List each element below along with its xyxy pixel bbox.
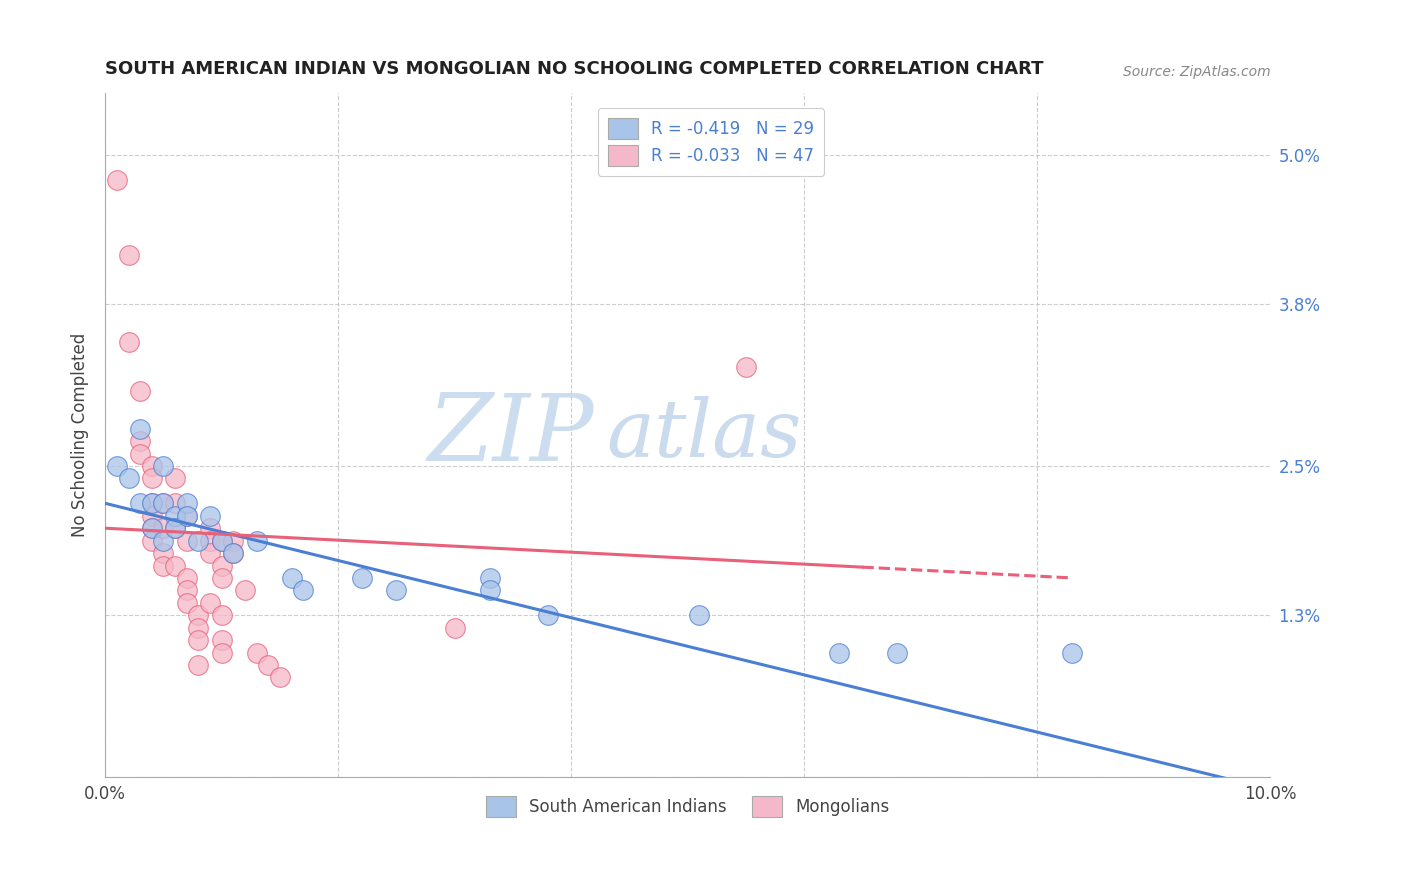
Point [211,533,233,548]
Point [187,633,209,648]
Point [141,521,163,535]
Point [152,496,174,510]
Point [141,533,163,548]
Point [165,496,187,510]
Point [688,608,710,623]
Point [211,646,233,660]
Point [129,422,152,436]
Point [176,508,198,523]
Point [152,521,174,535]
Point [165,508,187,523]
Point [198,546,221,560]
Point [129,496,152,510]
Point [141,496,163,510]
Point [141,496,163,510]
Point [165,471,187,485]
Point [141,508,163,523]
Point [165,558,187,573]
Point [105,458,128,473]
Legend: South American Indians, Mongolians: South American Indians, Mongolians [479,789,896,823]
Point [176,571,198,585]
Point [222,546,245,560]
Point [385,583,408,598]
Point [152,458,174,473]
Point [198,508,221,523]
Point [165,521,187,535]
Point [246,533,269,548]
Point [129,447,152,461]
Text: atlas: atlas [606,396,801,474]
Text: SOUTH AMERICAN INDIAN VS MONGOLIAN NO SCHOOLING COMPLETED CORRELATION CHART: SOUTH AMERICAN INDIAN VS MONGOLIAN NO SC… [105,60,1043,78]
Point [152,558,174,573]
Point [1062,646,1084,660]
Point [222,546,245,560]
Point [165,521,187,535]
Point [211,533,233,548]
Point [211,571,233,585]
Point [187,608,209,623]
Point [141,458,163,473]
Point [176,496,198,510]
Point [537,608,560,623]
Point [141,471,163,485]
Point [198,596,221,610]
Point [117,471,139,485]
Point [280,571,302,585]
Point [198,521,221,535]
Y-axis label: No Schooling Completed: No Schooling Completed [72,333,89,537]
Point [187,657,209,672]
Point [198,533,221,548]
Point [246,646,269,660]
Point [478,583,501,598]
Point [117,334,139,349]
Point [233,583,256,598]
Point [152,496,174,510]
Point [129,434,152,449]
Point [152,546,174,560]
Point [478,571,501,585]
Point [257,657,280,672]
Point [141,521,163,535]
Point [176,533,198,548]
Point [152,533,174,548]
Point [269,670,291,684]
Point [211,558,233,573]
Point [176,583,198,598]
Point [187,533,209,548]
Point [828,646,851,660]
Point [292,583,315,598]
Point [117,248,139,262]
Point [129,384,152,399]
Point [350,571,373,585]
Point [211,608,233,623]
Text: Source: ZipAtlas.com: Source: ZipAtlas.com [1122,65,1270,79]
Point [176,508,198,523]
Point [735,359,758,374]
Point [443,621,465,635]
Text: ZIP: ZIP [427,390,595,480]
Point [222,533,245,548]
Point [886,646,908,660]
Point [187,621,209,635]
Point [105,173,128,187]
Point [176,596,198,610]
Point [211,633,233,648]
